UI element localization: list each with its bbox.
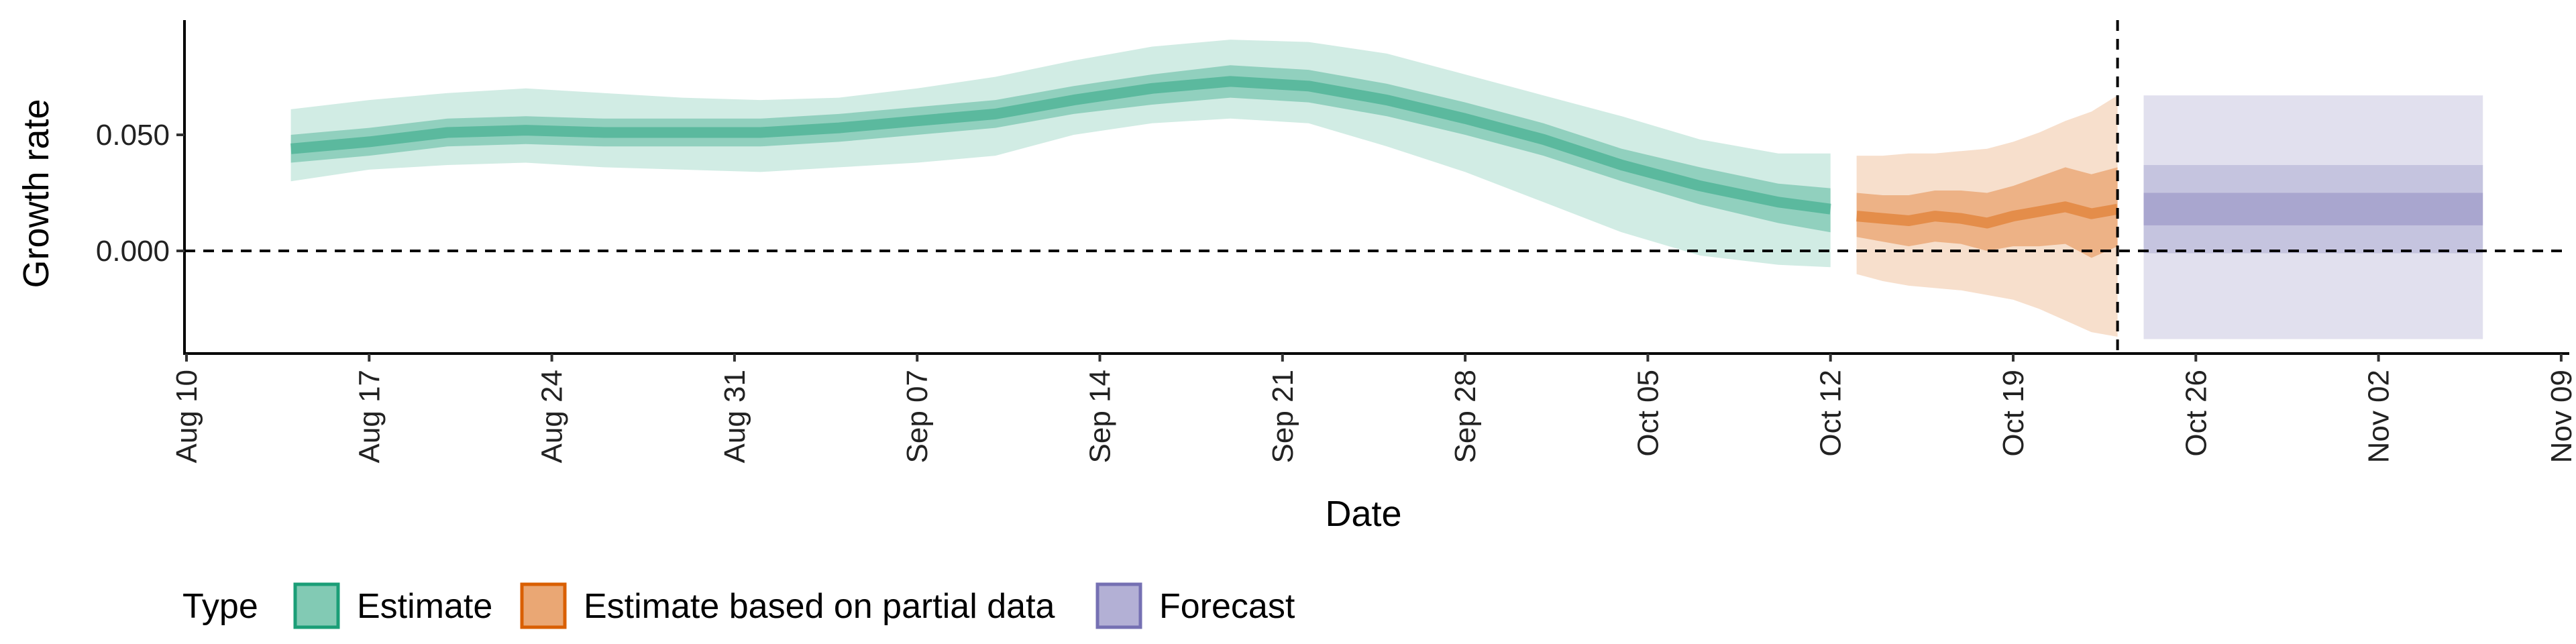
x-tick-label: Sep 14 bbox=[1084, 370, 1117, 463]
legend-key bbox=[520, 582, 567, 629]
series-1-median-line bbox=[290, 76, 1831, 215]
series-2-median-line bbox=[1856, 201, 2118, 229]
series-1-outer-band bbox=[290, 40, 1831, 268]
legend-label: Forecast bbox=[1159, 587, 1295, 626]
x-tick-label: Sep 07 bbox=[901, 370, 934, 463]
x-tick-label: Oct 26 bbox=[2180, 370, 2212, 457]
series-2-outer-band bbox=[1856, 95, 2118, 337]
series-2-inner-band bbox=[1856, 167, 2118, 258]
x-tick-label: Aug 10 bbox=[170, 370, 203, 463]
series-3-mid-band bbox=[2143, 165, 2483, 254]
legend-label: Estimate bbox=[357, 587, 492, 626]
x-tick-label: Oct 19 bbox=[1997, 370, 2030, 457]
x-tick-label: Nov 09 bbox=[2545, 370, 2576, 463]
series-1-inner-band bbox=[290, 65, 1831, 233]
x-tick-label: Sep 21 bbox=[1267, 370, 1299, 463]
x-tick-label: Aug 24 bbox=[536, 370, 569, 463]
x-tick-label: Sep 28 bbox=[1449, 370, 1482, 463]
x-tick-label: Oct 05 bbox=[1631, 370, 1664, 457]
y-tick-label: 0.050 bbox=[96, 119, 170, 152]
x-tick-label: Nov 02 bbox=[2363, 370, 2396, 463]
series-3-outer-band bbox=[2143, 95, 2483, 339]
x-tick-label: Aug 31 bbox=[718, 370, 751, 463]
series-3-inner-band bbox=[2143, 193, 2483, 225]
x-axis-title: Date bbox=[1325, 494, 1401, 534]
x-tick-label: Oct 12 bbox=[1815, 370, 1847, 457]
y-axis-title: Growth rate bbox=[16, 99, 56, 288]
legend-title: Type bbox=[182, 587, 258, 626]
legend-label: Estimate based on partial data bbox=[584, 587, 1055, 626]
axes: 0.000 0.050 Aug 10 Aug 17 Aug 24 Aug 31 Sep 07… bbox=[96, 20, 2576, 463]
x-tick-label: Aug 17 bbox=[353, 370, 386, 463]
legend-key bbox=[1095, 582, 1142, 629]
legend-key bbox=[293, 582, 340, 629]
y-tick-label: 0.000 bbox=[96, 235, 170, 268]
legend: Type Estimate Estimate based on partial da… bbox=[182, 582, 1295, 629]
plot-area bbox=[184, 20, 2569, 354]
